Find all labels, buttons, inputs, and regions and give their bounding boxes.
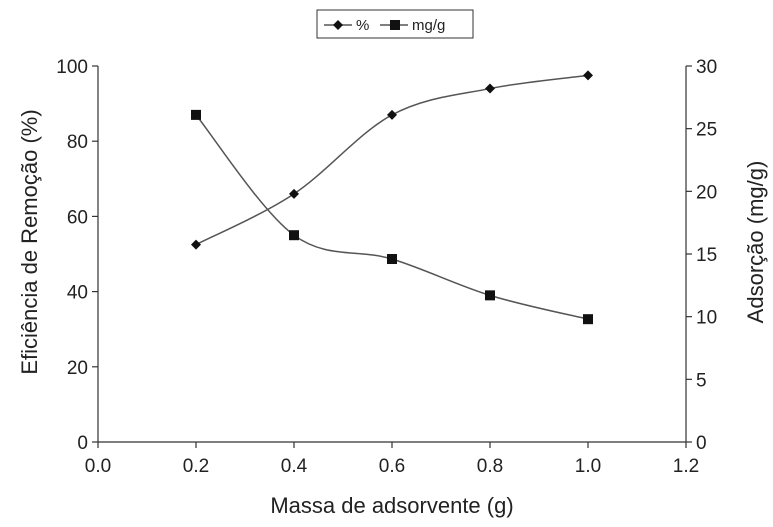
y-right-tick-label: 30 (696, 57, 717, 78)
y-left-tick-label: 60 (67, 207, 88, 228)
series-1-point (583, 70, 593, 81)
y-left-tick-label: 0 (77, 433, 88, 454)
series-1-point (485, 83, 495, 94)
series-2-point (485, 290, 495, 301)
y-left-axis-title: Eficiência de Remoção (%) (17, 109, 42, 374)
series-1-point (387, 109, 397, 120)
legend-label-series-2: mg/g (412, 17, 445, 34)
x-tick-label: 0.0 (85, 456, 111, 477)
y-left-tick-label: 40 (67, 283, 88, 304)
series-1-point (289, 188, 299, 199)
series-2-point (191, 109, 201, 120)
series-2-line (195, 114, 589, 320)
y-right-tick-label: 15 (696, 245, 717, 266)
y-left-tick-label: 100 (56, 57, 88, 78)
x-tick-label: 0.8 (477, 456, 503, 477)
x-tick-label: 1.2 (673, 456, 699, 477)
x-axis-title: Massa de adsorvente (g) (270, 493, 513, 518)
x-tick-label: 0.6 (379, 456, 405, 477)
series-1-point (191, 239, 201, 250)
legend-label-series-1: % (356, 17, 369, 34)
y-right-tick-label: 25 (696, 120, 717, 141)
legend: % mg/g (316, 9, 474, 39)
series-1-line (195, 74, 589, 246)
y-right-tick-label: 5 (696, 370, 707, 391)
x-tick-label: 0.4 (281, 456, 308, 477)
y-right-axis-title: Adsorção (mg/g) (743, 161, 768, 324)
x-tick-label: 0.2 (183, 456, 209, 477)
series-2-point (387, 254, 397, 265)
series-2-point (289, 230, 299, 241)
y-left-tick-label: 80 (67, 132, 88, 153)
series-2-point (583, 314, 593, 325)
y-left-tick-label: 20 (67, 358, 88, 379)
y-right-tick-label: 20 (696, 182, 717, 203)
y-right-tick-label: 0 (696, 433, 707, 454)
y-right-tick-label: 10 (696, 308, 717, 329)
x-tick-label: 1.0 (575, 456, 601, 477)
